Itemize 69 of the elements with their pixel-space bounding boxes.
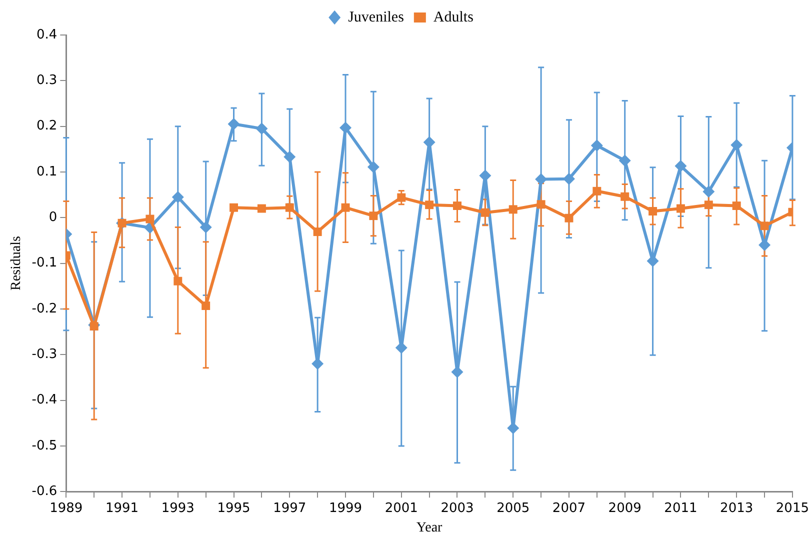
x-tick-label: 2013 (720, 500, 754, 516)
legend-label: Juveniles (348, 9, 404, 26)
point (367, 160, 380, 173)
y-tick-label: 0 (48, 210, 58, 226)
point (172, 191, 184, 204)
x-tick-label: 1999 (328, 500, 362, 516)
point (536, 200, 546, 209)
point (648, 207, 658, 216)
point (228, 118, 240, 130)
point (146, 214, 154, 224)
legend-label: Adults (433, 9, 474, 26)
point (562, 172, 575, 185)
x-tick-label: 2011 (664, 500, 698, 516)
point (341, 203, 350, 212)
y-tick-label: -0.4 (32, 392, 58, 408)
y-tick-label: -0.1 (32, 256, 58, 271)
point (397, 193, 406, 202)
x-axis-title: Year (416, 520, 443, 536)
x-tick-label: 1995 (217, 500, 250, 516)
point (284, 150, 296, 163)
point (508, 205, 518, 214)
point (507, 422, 520, 434)
point (340, 122, 352, 134)
x-tick-label: 1997 (273, 500, 306, 516)
x-tick-label: 1991 (105, 500, 139, 516)
point (480, 208, 490, 217)
point (230, 203, 238, 212)
point (369, 212, 378, 220)
point (732, 202, 741, 210)
point (285, 203, 294, 212)
point (676, 204, 685, 213)
point (453, 202, 462, 210)
point (618, 154, 631, 167)
x-tick-label: 2003 (440, 500, 474, 516)
y-tick-label: -0.3 (32, 346, 58, 362)
y-tick-label: -0.5 (32, 438, 58, 454)
x-tick-label: 2005 (496, 500, 530, 516)
y-tick-label: 0.3 (36, 73, 58, 88)
point (702, 186, 715, 198)
x-tick-label: 2009 (608, 500, 642, 516)
point (200, 221, 212, 234)
point (704, 200, 713, 210)
point (590, 139, 603, 152)
point (592, 186, 602, 196)
point (535, 173, 548, 186)
y-tick-label: 0.1 (36, 164, 58, 180)
point (90, 322, 98, 331)
x-tick-label: 2015 (776, 500, 810, 516)
y-tick-label: 0.2 (36, 118, 58, 134)
point (730, 139, 743, 152)
point (760, 222, 769, 230)
x-tick-label: 2007 (552, 500, 586, 516)
x-tick-label: 1989 (50, 500, 83, 516)
y-tick-label: -0.6 (32, 484, 58, 499)
point (564, 214, 574, 222)
point (202, 302, 210, 310)
point (758, 239, 771, 252)
point (313, 228, 322, 236)
point (425, 200, 434, 210)
point (257, 204, 266, 213)
y-tick-label: 0.4 (36, 27, 58, 42)
point (674, 160, 687, 172)
x-tick-label: 1993 (161, 500, 194, 516)
point (174, 276, 182, 286)
point (256, 122, 268, 135)
point (620, 192, 630, 201)
x-tick-label: 2001 (384, 500, 418, 516)
y-axis-title: Residuals (9, 236, 24, 291)
y-tick-label: -0.2 (32, 301, 58, 316)
